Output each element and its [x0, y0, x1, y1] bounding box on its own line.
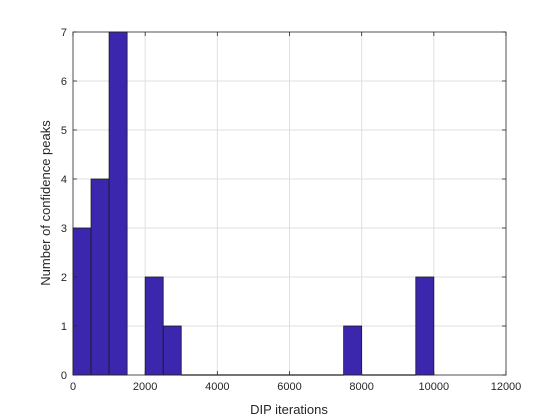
- x-tick-label-2: 4000: [205, 381, 229, 393]
- histogram-bar-0: [72, 227, 92, 376]
- y-tick-label-0: 0: [61, 370, 67, 382]
- histogram-bar-4: [162, 325, 182, 376]
- axes: [72, 31, 507, 376]
- x-axis-label: DIP iterations: [250, 402, 328, 417]
- histogram-bar-1: [90, 178, 110, 376]
- x-tick-label-6: 12000: [491, 381, 522, 393]
- x-tick-label-0: 0: [70, 381, 76, 393]
- histogram-bar-2: [108, 31, 128, 376]
- tick-labels: 0 2000 4000 6000 8000 10000 12000 0 1 2 3 4 5 6 7: [61, 27, 521, 393]
- y-tick-label-3: 3: [61, 223, 67, 235]
- y-tick-label-5: 5: [61, 125, 67, 137]
- y-axis-label: Number of confidence peaks: [38, 120, 53, 286]
- y-tick-label-6: 6: [61, 76, 67, 88]
- x-tick-label-3: 6000: [277, 381, 301, 393]
- x-tick-label-5: 10000: [419, 381, 450, 393]
- histogram-bar-3: [144, 276, 164, 376]
- y-tick-label-2: 2: [61, 272, 67, 284]
- bars: [72, 31, 435, 376]
- grid-lines: [73, 32, 506, 375]
- x-tick-label-4: 8000: [349, 381, 373, 393]
- histogram-bar-8: [415, 276, 435, 376]
- y-tick-label-7: 7: [61, 27, 67, 39]
- histogram-bar-6: [343, 325, 363, 376]
- y-tick-label-1: 1: [61, 321, 67, 333]
- x-tick-label-1: 2000: [133, 381, 157, 393]
- y-tick-label-4: 4: [61, 174, 67, 186]
